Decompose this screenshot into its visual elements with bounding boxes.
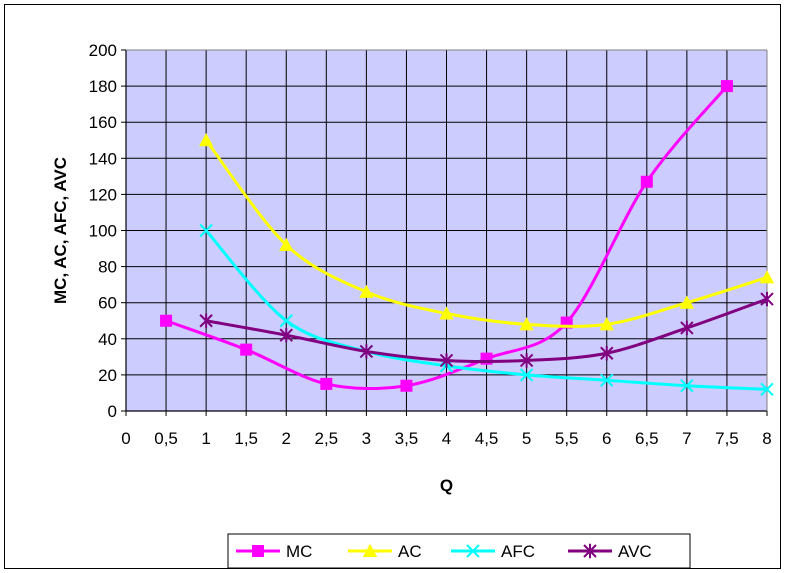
x-axis-label: Q <box>440 476 453 495</box>
point-marker <box>680 379 694 393</box>
x-tick-label: 0,5 <box>154 429 178 448</box>
y-tick-label: 180 <box>89 77 117 96</box>
point-marker <box>466 544 480 558</box>
legend-label: AC <box>398 542 422 561</box>
point-marker <box>720 80 733 93</box>
point-marker <box>439 353 454 368</box>
y-tick-label: 0 <box>108 402 117 421</box>
y-tick-label: 200 <box>89 41 117 60</box>
point-marker <box>679 295 695 309</box>
x-tick-label: 0 <box>121 429 130 448</box>
series-avc <box>199 291 774 368</box>
point-marker <box>279 237 294 251</box>
point-marker <box>199 223 213 238</box>
legend-item-ac: AC <box>348 542 422 561</box>
y-tick-labels: 0 20 40 60 80 100 120 140 160 180 200 <box>89 41 117 421</box>
point-marker <box>640 175 653 188</box>
y-tick-label: 20 <box>98 366 117 385</box>
point-marker <box>252 545 264 557</box>
point-marker <box>599 317 614 331</box>
point-marker <box>760 382 774 397</box>
point-marker <box>279 327 293 343</box>
point-marker <box>760 291 774 307</box>
grid <box>121 49 768 416</box>
x-tick-label: 1,5 <box>234 429 258 448</box>
x-tick-label: 6,5 <box>635 429 659 448</box>
point-marker <box>519 353 534 368</box>
y-axis-label: MC, AC, AFC, AVC <box>51 157 70 304</box>
point-marker <box>583 543 597 559</box>
legend-label: AVC <box>618 542 652 561</box>
y-tick-label: 80 <box>98 258 117 277</box>
y-tick-label: 120 <box>89 185 117 204</box>
point-marker <box>680 320 694 336</box>
x-tick-label: 5 <box>522 429 531 448</box>
series-mc <box>160 80 733 392</box>
x-tick-labels: 0 0,5 1 1,5 2 2,5 3 3,5 4 4,5 5 5,5 6 6,5 7 7,5 8 <box>121 429 771 448</box>
x-tick-label: 1 <box>201 429 210 448</box>
point-marker <box>519 368 534 382</box>
y-tick-label: 100 <box>89 222 117 241</box>
series-group <box>160 80 775 397</box>
axes <box>125 49 768 412</box>
legend-item-mc: MC <box>236 542 312 561</box>
point-marker <box>359 344 374 359</box>
legend-item-avc: AVC <box>568 542 652 561</box>
x-tick-label: 5,5 <box>555 429 579 448</box>
x-tick-label: 3,5 <box>395 429 419 448</box>
point-marker <box>439 306 454 320</box>
point-marker <box>362 543 378 557</box>
x-tick-label: 2,5 <box>314 429 338 448</box>
x-tick-label: 4 <box>442 429 451 448</box>
point-marker <box>600 346 614 361</box>
point-marker <box>240 343 253 356</box>
y-tick-label: 40 <box>98 330 117 349</box>
x-tick-label: 7,5 <box>715 429 739 448</box>
point-marker <box>600 373 614 388</box>
y-tick-label: 140 <box>89 149 117 168</box>
x-tick-label: 4,5 <box>475 429 499 448</box>
legend-item-afc: AFC <box>451 542 535 561</box>
point-marker <box>160 314 173 327</box>
x-tick-label: 7 <box>682 429 691 448</box>
x-tick-label: 8 <box>762 429 771 448</box>
point-marker <box>198 133 214 147</box>
x-tick-label: 2 <box>282 429 291 448</box>
series-line <box>205 297 768 363</box>
y-tick-label: 160 <box>89 113 117 132</box>
y-tick-label: 60 <box>98 294 117 313</box>
legend-label: AFC <box>501 542 535 561</box>
x-tick-label: 3 <box>362 429 371 448</box>
point-marker <box>320 377 333 390</box>
point-marker <box>400 379 413 392</box>
series-ac <box>198 133 775 331</box>
point-marker <box>359 284 374 298</box>
legend-label: MC <box>286 542 312 561</box>
x-tick-label: 6 <box>602 429 611 448</box>
point-marker <box>759 270 775 284</box>
point-marker <box>519 317 534 331</box>
legend: MC AC AFC AVC <box>227 533 691 569</box>
point-marker <box>199 313 213 328</box>
point-marker <box>279 314 293 328</box>
